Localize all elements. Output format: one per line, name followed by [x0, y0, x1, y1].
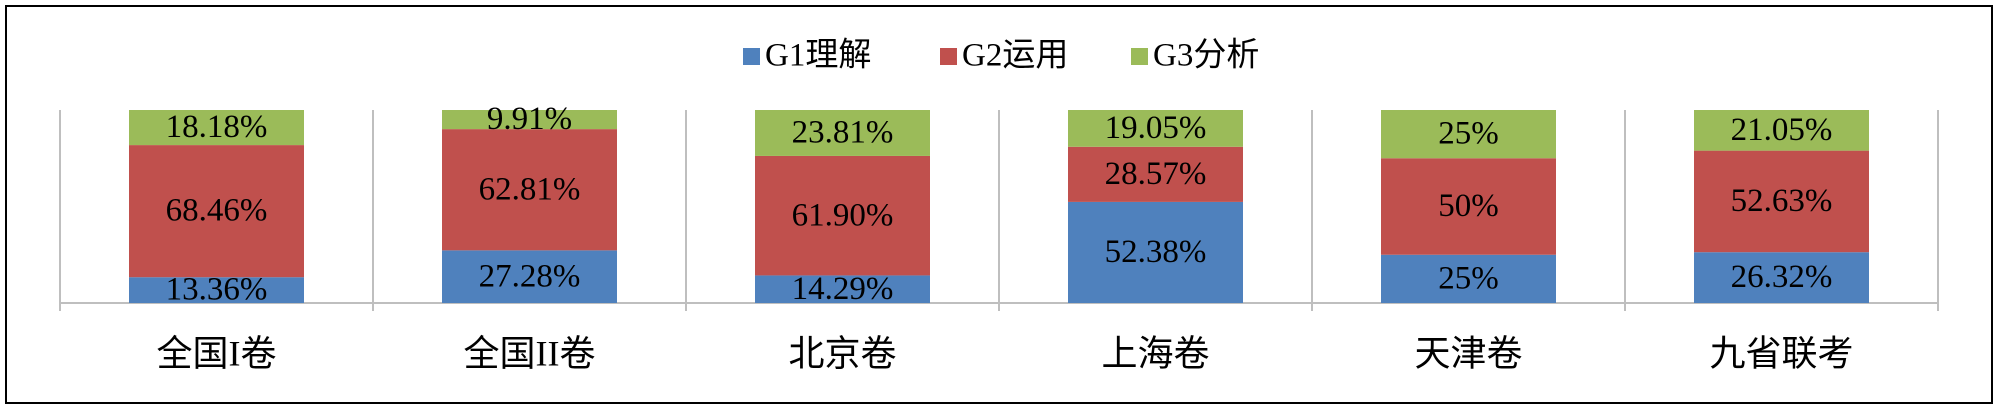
data-label: 27.28% — [479, 258, 581, 294]
legend-swatch — [743, 48, 760, 65]
x-tick-label: 上海卷 — [1101, 333, 1209, 373]
bar-segment — [1068, 146, 1243, 202]
bar-segment — [755, 110, 930, 156]
data-label: 18.18% — [166, 109, 268, 145]
data-label: 25% — [1438, 116, 1499, 152]
x-tick-label: 天津卷 — [1414, 333, 1522, 373]
data-label: 50% — [1438, 188, 1499, 224]
bar-segment — [129, 110, 304, 146]
legend-label: G2运用 — [962, 38, 1068, 74]
legend-swatch — [940, 48, 957, 65]
bar-segment — [442, 250, 617, 303]
data-label: 19.05% — [1105, 110, 1207, 146]
data-label: 68.46% — [166, 193, 268, 229]
bar-segment — [129, 145, 304, 278]
data-label: 13.36% — [166, 272, 268, 308]
legend-swatch — [1131, 48, 1148, 65]
x-tick-label: 全国I卷 — [157, 333, 277, 373]
bar-segment — [442, 110, 617, 130]
bar-segment — [755, 275, 930, 303]
bar-segment — [1694, 110, 1869, 151]
legend-label: G1理解 — [765, 37, 871, 74]
bar-segment — [1381, 158, 1556, 255]
data-label: 23.81% — [792, 115, 894, 151]
bar-segment — [1694, 150, 1869, 253]
data-label: 52.63% — [1731, 183, 1833, 219]
bar-segment — [1068, 201, 1243, 303]
data-label: 9.91% — [487, 101, 572, 137]
x-tick-label: 全国II卷 — [464, 333, 596, 373]
bar-segment — [1381, 254, 1556, 303]
bar-segment — [755, 155, 930, 276]
data-label: 26.32% — [1731, 259, 1833, 295]
bar-segment — [129, 277, 304, 303]
bar-segment — [1381, 110, 1556, 159]
data-label: 52.38% — [1105, 234, 1207, 270]
data-label: 28.57% — [1105, 156, 1207, 192]
x-tick-label: 九省联考 — [1709, 333, 1853, 373]
data-label: 21.05% — [1731, 112, 1833, 148]
bar-segment — [442, 129, 617, 251]
data-label: 61.90% — [792, 197, 894, 233]
bar-segment — [1068, 110, 1243, 147]
data-label: 14.29% — [792, 271, 894, 307]
legend-label: G3分析 — [1153, 37, 1259, 74]
data-label: 62.81% — [479, 171, 581, 207]
bar-segment — [1694, 252, 1869, 303]
x-tick-label: 北京卷 — [788, 333, 896, 373]
data-label: 25% — [1438, 260, 1499, 296]
